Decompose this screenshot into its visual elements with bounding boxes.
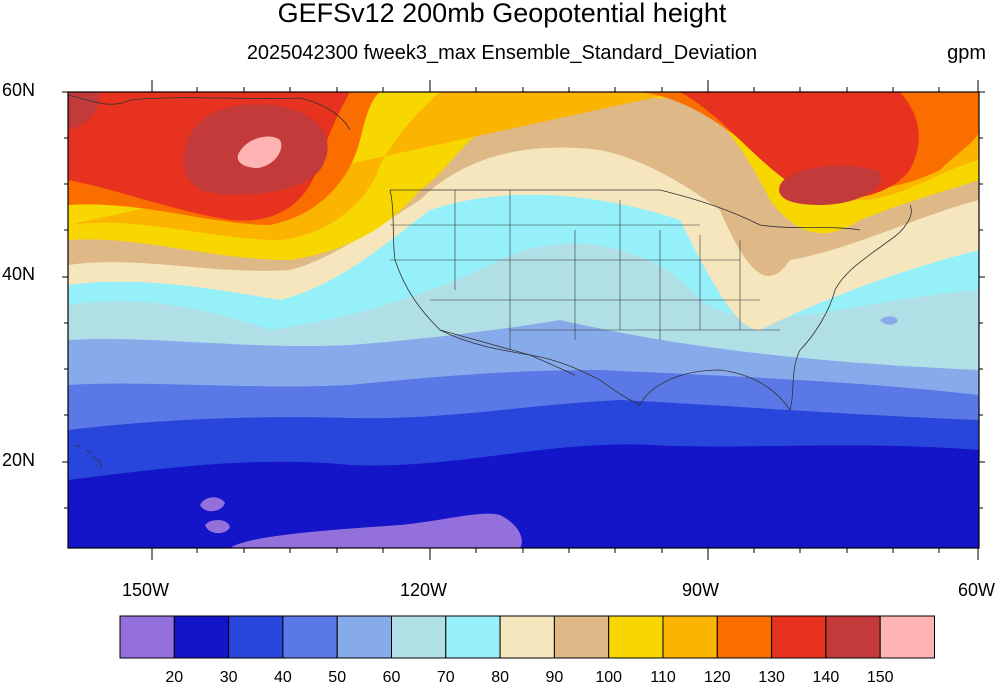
- min-region-south: [230, 513, 522, 548]
- lon-label-90w: 90W: [682, 580, 720, 600]
- colorbar-swatch: [119, 615, 175, 659]
- colorbar-swatch: [608, 615, 664, 659]
- colorbar-label: 90: [546, 669, 564, 683]
- us-coastline: [389, 189, 912, 411]
- colorbar-swatch: [336, 615, 393, 659]
- contour-field: [68, 92, 979, 548]
- colorbar-swatch: [879, 615, 936, 659]
- colorbar-swatch: [825, 615, 881, 659]
- lat-label-40n: 40N: [2, 264, 36, 284]
- map-subtitle: 2025042300 fweek3_max Ensemble_Standard_…: [246, 42, 758, 64]
- colorbar-label: 30: [220, 669, 238, 683]
- colorbar-label: 80: [491, 669, 509, 683]
- lon-label-120w: 120W: [400, 580, 448, 600]
- colorbar-label: 50: [328, 669, 346, 683]
- lat-label-60n: 60N: [2, 80, 36, 100]
- map-title: GEFSv12 200mb Geopotential height: [277, 0, 727, 28]
- colorbar-label: 150: [867, 669, 894, 683]
- colorbar: 20 30 40 50 60 70 80 90 100 110 120 130 140 150: [119, 615, 936, 683]
- colorbar-label: 70: [437, 669, 455, 683]
- colorbar-label: 110: [650, 669, 676, 683]
- colorbar-swatch: [499, 615, 555, 659]
- colorbar-swatch: [228, 615, 284, 659]
- us-mexico-border: [439, 329, 576, 376]
- colorbar-label: 20: [165, 669, 183, 683]
- lon-label-60w: 60W: [958, 580, 996, 600]
- hawaii: [74, 444, 102, 469]
- great-lakes-border: [659, 189, 861, 231]
- colorbar-swatch: [445, 615, 501, 659]
- colorbar-swatch: [282, 615, 338, 659]
- colorbar-label: 40: [274, 669, 292, 683]
- lon-label-150w: 150W: [122, 580, 170, 600]
- colorbar-label: 140: [813, 669, 840, 683]
- coastlines: [68, 94, 912, 411]
- colorbar-swatch: [553, 615, 610, 659]
- lat-label-20n: 20N: [2, 450, 36, 470]
- major-ticks: [62, 80, 985, 560]
- colorbar-swatch: [391, 615, 447, 659]
- hawaii-islands: [74, 444, 102, 469]
- min-region-west: [200, 497, 225, 512]
- small-feature: [880, 316, 898, 325]
- state-borders: [390, 190, 780, 350]
- state-lines-vertical: [454, 190, 741, 350]
- units-label: gpm: [947, 42, 986, 64]
- alaska-coast: [68, 94, 351, 131]
- state-lines-horizontal: [390, 224, 780, 331]
- colorbar-swatch: [716, 615, 773, 659]
- colorbar-label: 120: [704, 669, 731, 683]
- axis-ticks: [62, 80, 985, 560]
- colorbar-label: 60: [383, 669, 401, 683]
- min-region-west2: [205, 519, 230, 534]
- colorbar-label: 130: [758, 669, 785, 683]
- max-region: [237, 136, 282, 168]
- colorbar-label: 100: [595, 669, 622, 683]
- colorbar-swatch: [173, 615, 230, 659]
- colorbar-swatch: [662, 615, 718, 659]
- band-150-east: [779, 165, 882, 205]
- colorbar-swatch: [771, 615, 827, 659]
- minor-ticks: [64, 87, 983, 553]
